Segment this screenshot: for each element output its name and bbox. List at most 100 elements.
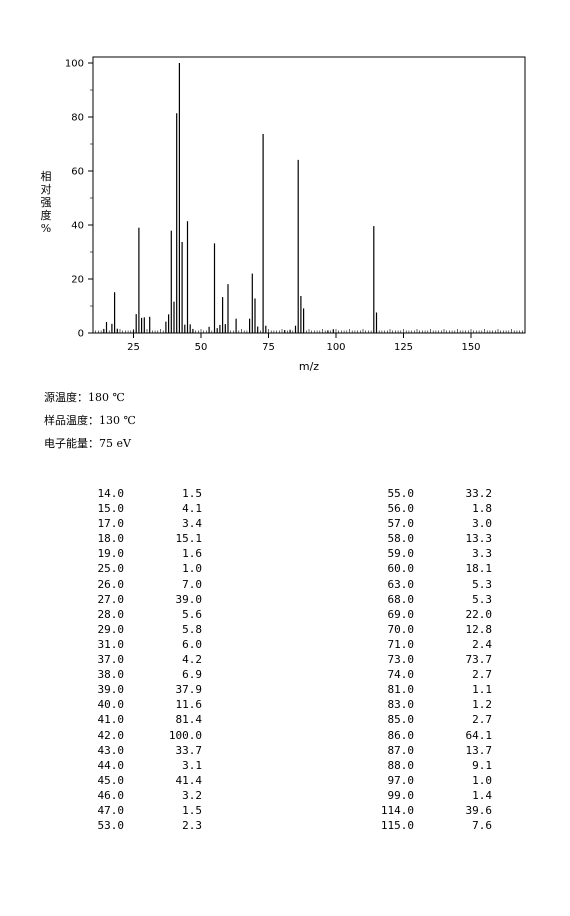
table-row: 81.0 1.1 (366, 682, 516, 697)
mz-value: 15.0 (97, 502, 125, 516)
table-row: 39.0 37.9 (70, 682, 220, 697)
intensity-value: 2.7 (472, 713, 492, 727)
table-row: 28.0 5.6 (70, 607, 220, 622)
intensity-value: 1.1 (472, 683, 492, 697)
table-row: 45.0 41.4 (70, 773, 220, 788)
table-row: 18.0 15.1 (70, 531, 220, 546)
intensity-value: 64.1 (465, 728, 493, 742)
mz-value: 26.0 (97, 577, 125, 591)
table-row: 15.0 4.1 (70, 501, 220, 516)
table-row: 46.0 3.2 (70, 788, 220, 803)
intensity-value: 1.0 (472, 773, 492, 787)
mz-value: 31.0 (97, 637, 125, 651)
x-axis: 25 50 75 100 125 150 (127, 333, 481, 353)
mz-value: 83.0 (387, 698, 415, 712)
mz-value: 47.0 (97, 803, 125, 817)
table-row: 56.0 1.8 (366, 501, 516, 516)
intensity-value: 6.9 (182, 668, 202, 682)
mz-value: 14.0 (97, 487, 125, 500)
table-row: 29.0 5.8 (70, 622, 220, 637)
x-tick-label: 50 (195, 342, 208, 353)
intensity-value: 39.6 (465, 803, 493, 817)
mz-value: 58.0 (387, 532, 415, 546)
intensity-value: 5.3 (472, 592, 492, 606)
intensity-value: 11.6 (175, 698, 203, 712)
table-row: 19.0 1.6 (70, 546, 220, 561)
y-tick-label: 40 (71, 221, 84, 232)
mz-value: 53.0 (97, 819, 125, 833)
intensity-value: 6.0 (182, 637, 202, 651)
table-row: 40.0 11.6 (70, 697, 220, 712)
table-row: 68.0 5.3 (366, 592, 516, 607)
intensity-value: 7.0 (182, 577, 202, 591)
peak-table-right: 55.0 33.2 56.0 1.8 57.0 3.0 58.0 13.3 59.0 3.3 60.… (366, 486, 516, 833)
intensity-value: 37.9 (175, 683, 203, 697)
mz-value: 69.0 (387, 607, 415, 621)
table-row: 59.0 3.3 (366, 546, 516, 561)
table-row: 115.0 7.6 (366, 818, 516, 833)
intensity-value: 1.8 (472, 502, 492, 516)
y-axis: 0 20 40 60 80 100 (65, 59, 93, 340)
intensity-value: 3.1 (182, 758, 202, 772)
intensity-value: 18.1 (465, 562, 493, 576)
intensity-value: 7.6 (472, 819, 492, 833)
intensity-value: 2.3 (182, 819, 202, 833)
intensity-value: 1.0 (182, 562, 202, 576)
mz-value: 57.0 (387, 517, 415, 531)
mz-value: 56.0 (387, 502, 415, 516)
mz-value: 74.0 (387, 668, 415, 682)
x-tick-label: 150 (461, 342, 480, 353)
y-axis-label: 相对强度% (41, 170, 52, 235)
y-tick-label: 20 (71, 275, 84, 286)
mass-spectrum-chart: 0 20 40 60 80 100 25 50 75 100 125 150 m/z 相对强度% (41, 56, 526, 373)
table-row: 88.0 9.1 (366, 758, 516, 773)
mz-value: 59.0 (387, 547, 415, 561)
intensity-value: 1.5 (182, 803, 202, 817)
intensity-value: 4.2 (182, 653, 202, 667)
intensity-value: 3.4 (182, 517, 202, 531)
mz-value: 44.0 (97, 758, 125, 772)
y-tick-label: 100 (65, 59, 84, 70)
mz-value: 115.0 (380, 819, 414, 833)
intensity-value: 1.4 (472, 788, 492, 802)
mz-value: 37.0 (97, 653, 125, 667)
mz-value: 29.0 (97, 622, 125, 636)
table-row: 57.0 3.0 (366, 516, 516, 531)
table-row: 71.0 2.4 (366, 637, 516, 652)
peak-table-left: 14.0 1.5 15.0 4.1 17.0 3.4 18.0 15.1 19.0 1.6 25.0… (70, 486, 220, 833)
intensity-value: 33.7 (175, 743, 203, 757)
mz-value: 81.0 (387, 683, 415, 697)
intensity-value: 22.0 (465, 607, 493, 621)
mz-value: 28.0 (97, 607, 125, 621)
mz-value: 17.0 (97, 517, 125, 531)
intensity-value: 5.6 (182, 607, 202, 621)
table-row: 43.0 33.7 (70, 743, 220, 758)
source-temperature: 源温度：180 ℃ (44, 391, 125, 404)
table-row: 44.0 3.1 (70, 758, 220, 773)
table-row: 27.0 39.0 (70, 592, 220, 607)
intensity-value: 1.5 (182, 487, 202, 500)
mz-value: 42.0 (97, 728, 125, 742)
mz-value: 63.0 (387, 577, 415, 591)
electron-energy: 电子能量：75 eV (44, 437, 131, 450)
table-row: 17.0 3.4 (70, 516, 220, 531)
intensity-value: 1.6 (182, 547, 202, 561)
mz-value: 43.0 (97, 743, 125, 757)
intensity-value: 100.0 (168, 728, 202, 742)
x-minor-ticks (95, 329, 523, 333)
sample-temperature: 样品温度：130 ℃ (44, 414, 136, 427)
table-row: 97.0 1.0 (366, 773, 516, 788)
intensity-value: 1.2 (472, 698, 492, 712)
table-row: 53.0 2.3 (70, 818, 220, 833)
intensity-value: 3.0 (472, 517, 492, 531)
y-tick-label: 80 (71, 113, 84, 124)
table-row: 87.0 13.7 (366, 743, 516, 758)
intensity-value: 9.1 (472, 758, 492, 772)
mz-value: 55.0 (387, 487, 415, 500)
table-row: 99.0 1.4 (366, 788, 516, 803)
mz-value: 27.0 (97, 592, 125, 606)
intensity-value: 13.7 (465, 743, 493, 757)
table-row: 31.0 6.0 (70, 637, 220, 652)
intensity-value: 5.8 (182, 622, 202, 636)
x-tick-label: 25 (127, 342, 140, 353)
